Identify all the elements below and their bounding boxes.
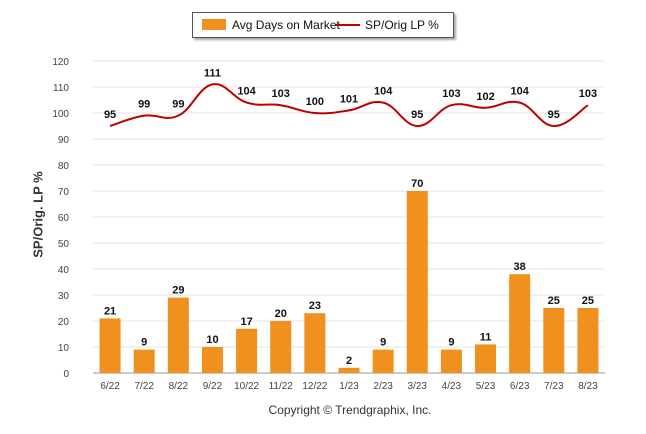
bar-data-label: 9 bbox=[380, 337, 386, 349]
x-tick-label: 10/22 bbox=[234, 381, 259, 392]
bar bbox=[372, 349, 394, 373]
bar bbox=[406, 191, 428, 373]
x-tick-label: 1/23 bbox=[339, 381, 359, 392]
line-data-label: 103 bbox=[579, 88, 597, 100]
bar-data-label: 20 bbox=[275, 308, 287, 320]
y-axis-label: SP/Orig. LP % bbox=[30, 171, 46, 258]
bar-data-label: 2 bbox=[346, 355, 352, 367]
bar bbox=[236, 328, 258, 373]
line-data-label: 111 bbox=[204, 67, 221, 79]
legend-label-bar: Avg Days on Market bbox=[232, 18, 340, 32]
bar-data-label: 38 bbox=[514, 261, 526, 273]
bar bbox=[440, 349, 462, 373]
bar-data-label: 9 bbox=[141, 337, 147, 349]
copyright-text: Copyright © Trendgraphix, Inc. bbox=[268, 403, 432, 417]
line-data-label: 104 bbox=[237, 86, 256, 98]
x-tick-label: 7/23 bbox=[544, 381, 564, 392]
line-data-label: 103 bbox=[272, 88, 290, 100]
x-tick-label: 6/23 bbox=[510, 381, 530, 392]
bar-data-label: 23 bbox=[309, 300, 321, 312]
bar bbox=[475, 344, 497, 373]
bar-data-label: 29 bbox=[172, 285, 184, 297]
y-tick-label: 60 bbox=[58, 213, 70, 224]
line-data-label: 95 bbox=[548, 109, 560, 121]
line-data-label: 103 bbox=[442, 88, 460, 100]
line-data-label: 104 bbox=[374, 86, 393, 98]
bar bbox=[509, 274, 531, 373]
x-tick-label: 2/23 bbox=[373, 381, 393, 392]
bar bbox=[304, 313, 326, 373]
x-tick-label: 4/23 bbox=[442, 381, 462, 392]
y-tick-label: 110 bbox=[53, 83, 69, 94]
bar bbox=[338, 367, 360, 373]
bar-data-label: 10 bbox=[206, 334, 218, 346]
bar bbox=[543, 308, 565, 373]
line-data-label: 95 bbox=[411, 109, 423, 121]
x-tick-label: 7/22 bbox=[134, 381, 154, 392]
line-data-label: 104 bbox=[510, 86, 529, 98]
line-data-label: 102 bbox=[476, 91, 494, 103]
bar bbox=[201, 347, 223, 373]
bar-data-label: 70 bbox=[411, 178, 423, 190]
y-tick-label: 10 bbox=[58, 343, 70, 354]
y-tick-label: 50 bbox=[58, 239, 70, 250]
line-data-label: 99 bbox=[138, 99, 150, 111]
x-tick-label: 11/22 bbox=[269, 381, 294, 392]
bar bbox=[99, 318, 121, 373]
legend-label-line: SP/Orig LP % bbox=[365, 18, 439, 32]
bar bbox=[133, 349, 155, 373]
line-data-label: 101 bbox=[340, 93, 358, 105]
bar bbox=[577, 308, 599, 373]
x-tick-label: 9/22 bbox=[203, 381, 223, 392]
y-tick-label: 90 bbox=[58, 135, 70, 146]
line-data-label: 95 bbox=[104, 109, 116, 121]
legend-swatch-bar bbox=[202, 19, 226, 30]
bar-data-label: 21 bbox=[104, 305, 116, 317]
chart-legend: Avg Days on Market SP/Orig LP % bbox=[192, 12, 454, 38]
y-tick-label: 100 bbox=[52, 109, 69, 120]
bar-data-label: 9 bbox=[448, 337, 454, 349]
line-data-label: 100 bbox=[306, 96, 324, 108]
y-tick-label: 120 bbox=[52, 57, 69, 68]
bar-data-label: 25 bbox=[548, 295, 560, 307]
x-tick-label: 3/23 bbox=[408, 381, 428, 392]
y-tick-label: 70 bbox=[58, 187, 70, 198]
y-tick-label: 40 bbox=[58, 265, 70, 276]
x-tick-label: 8/22 bbox=[169, 381, 189, 392]
x-tick-label: 5/23 bbox=[476, 381, 496, 392]
line-data-label: 99 bbox=[172, 99, 184, 111]
y-tick-label: 20 bbox=[58, 317, 70, 328]
bar bbox=[270, 321, 292, 373]
x-tick-label: 8/23 bbox=[578, 381, 598, 392]
bar-data-label: 17 bbox=[240, 316, 252, 328]
bar-data-label: 25 bbox=[582, 295, 594, 307]
y-tick-label: 80 bbox=[58, 161, 70, 172]
bar-data-label: 11 bbox=[480, 331, 492, 343]
x-tick-label: 12/22 bbox=[302, 381, 327, 392]
y-tick-label: 30 bbox=[58, 291, 70, 302]
y-tick-label: 0 bbox=[63, 369, 69, 380]
legend-swatch-line bbox=[336, 24, 360, 26]
x-tick-label: 6/22 bbox=[100, 381, 120, 392]
bar bbox=[167, 297, 189, 373]
